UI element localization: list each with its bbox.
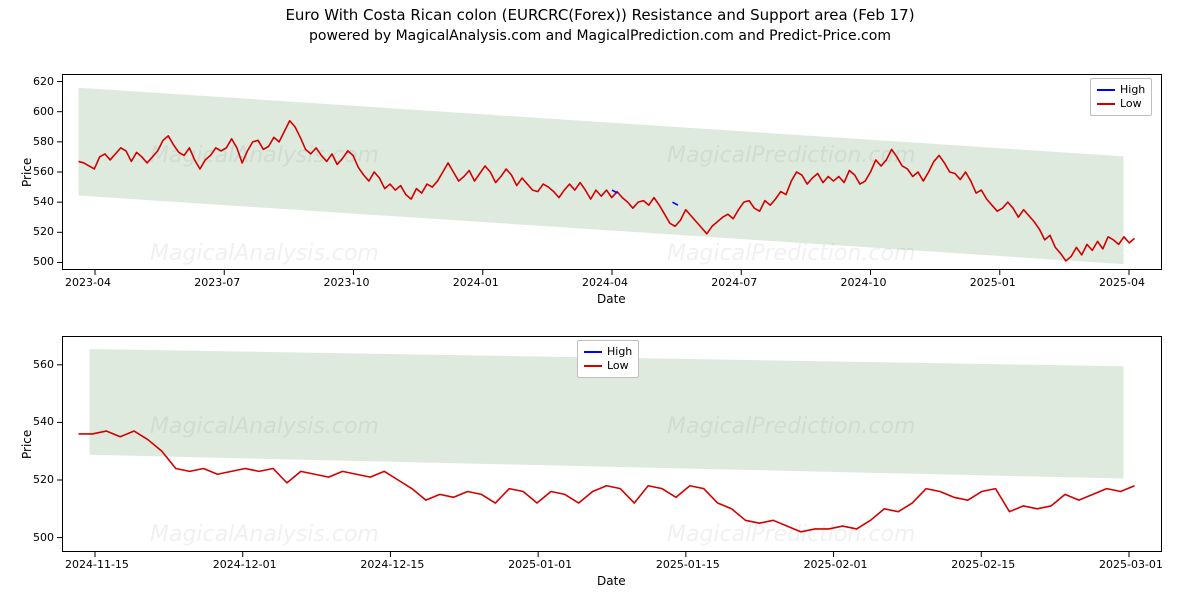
xtick-label: 2024-11-15 (65, 558, 129, 571)
bottom-panel-svg: MagicalAnalysis.com MagicalPrediction.com… (0, 6, 1200, 600)
svg-text:MagicalPrediction.com: MagicalPrediction.com (667, 414, 915, 439)
ytick-label: 500 (33, 255, 54, 268)
bottom-legend: HighLow (577, 340, 639, 378)
ytick-label: 560 (33, 165, 54, 178)
xtick-label: 2025-02-15 (951, 558, 1015, 571)
xtick-label: 2024-07 (711, 276, 757, 289)
xtick-label: 2024-12-01 (213, 558, 277, 571)
xtick-label: 2023-10 (324, 276, 370, 289)
svg-text:MagicalPrediction.com: MagicalPrediction.com (667, 522, 915, 547)
xtick-label: 2025-02-01 (804, 558, 868, 571)
ytick-label: 580 (33, 135, 54, 148)
legend-swatch (584, 365, 602, 367)
xtick-label: 2025-04 (1099, 276, 1145, 289)
svg-text:MagicalAnalysis.com: MagicalAnalysis.com (150, 414, 379, 439)
figure: Euro With Costa Rican colon (EURCRC(Fore… (0, 6, 1200, 600)
ytick-label: 620 (33, 75, 54, 88)
legend-item: High (584, 345, 632, 359)
xtick-label: 2024-01 (453, 276, 499, 289)
xtick-label: 2024-10 (841, 276, 887, 289)
svg-text:MagicalAnalysis.com: MagicalAnalysis.com (150, 522, 379, 547)
xtick-label: 2025-01-15 (656, 558, 720, 571)
ytick-label: 540 (33, 415, 54, 428)
xtick-label: 2025-03-01 (1099, 558, 1163, 571)
ytick-label: 500 (33, 531, 54, 544)
legend-swatch (584, 351, 602, 353)
legend-label: Low (607, 359, 629, 373)
xtick-label: 2025-01-01 (508, 558, 572, 571)
xtick-label: 2024-12-15 (360, 558, 424, 571)
ytick-label: 520 (33, 225, 54, 238)
xtick-label: 2024-04 (582, 276, 628, 289)
bottom-xlabel: Date (597, 574, 626, 588)
xtick-label: 2025-01 (970, 276, 1016, 289)
ytick-label: 560 (33, 358, 54, 371)
ytick-label: 600 (33, 105, 54, 118)
legend-label: High (607, 345, 632, 359)
ytick-label: 520 (33, 473, 54, 486)
bottom-ylabel: Price (20, 430, 34, 459)
ytick-label: 540 (33, 195, 54, 208)
xtick-label: 2023-04 (65, 276, 111, 289)
xtick-label: 2023-07 (194, 276, 240, 289)
legend-item: Low (584, 359, 632, 373)
